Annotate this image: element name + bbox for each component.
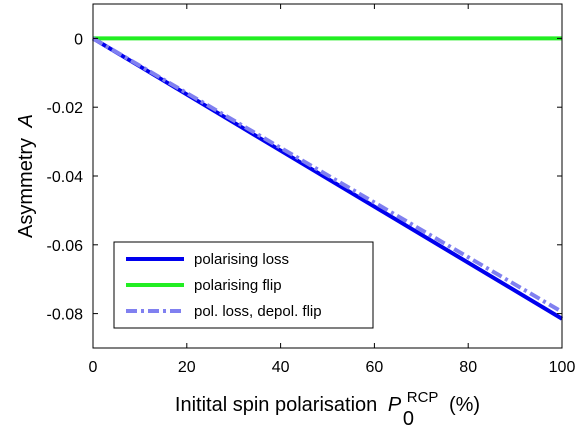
- y-axis-label-main: Asymmetry: [15, 138, 37, 238]
- legend: polarising loss polarising flip pol. loss,…: [113, 241, 374, 329]
- y-tick-label: -0.08: [47, 307, 84, 324]
- y-tick-label: -0.06: [47, 238, 84, 255]
- x-axis-label: Initital spin polarisation P RCP (%): [175, 385, 480, 416]
- x-axis-label-subscript: 0: [403, 408, 414, 430]
- x-tick-label: 40: [272, 359, 290, 376]
- legend-label: polarising flip: [194, 277, 282, 294]
- x-tick-label: 100: [549, 359, 576, 376]
- y-axis-label: Asymmetry A: [15, 114, 37, 238]
- x-tick-label: 20: [178, 359, 196, 376]
- legend-label: pol. loss, depol. flip: [194, 303, 322, 320]
- x-tick-label: 80: [459, 359, 477, 376]
- x-axis-label-superscript: RCP: [407, 389, 439, 406]
- plot-lines: [91, 36, 564, 321]
- y-tick-label: -0.02: [47, 100, 84, 117]
- legend-label: polarising loss: [194, 251, 289, 268]
- y-tick-label: 0: [74, 31, 83, 48]
- series-line: [91, 36, 564, 314]
- x-axis-label-symbol: P: [388, 394, 402, 416]
- x-tick-label: 60: [366, 359, 384, 376]
- x-tick-label: 0: [89, 359, 98, 376]
- axis-ticks: 0 20 40 60 80 100 0 -0.02 -0.04 -0.06 -0.08: [47, 4, 576, 376]
- x-axis-label-main: Initital spin polarisation: [175, 394, 377, 416]
- x-axis-label-unit: (%): [449, 394, 480, 416]
- y-tick-label: -0.04: [47, 169, 84, 186]
- y-axis-label-symbol: A: [15, 114, 37, 128]
